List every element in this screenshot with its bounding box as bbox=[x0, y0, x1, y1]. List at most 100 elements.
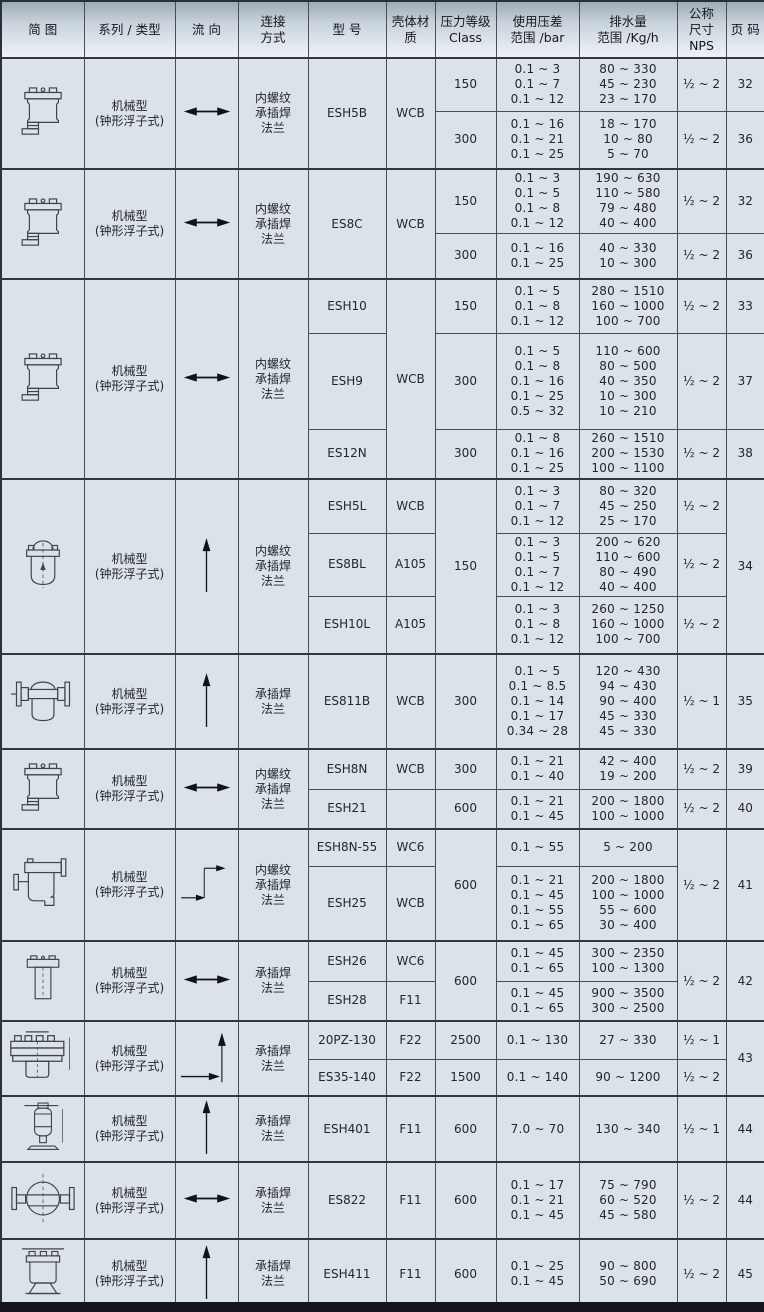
cell-nps: ½ ~ 2 bbox=[676, 532, 727, 597]
table-row: ESH10L A105 0.1 ~ 3 0.1 ~ 8 0.1 ~ 12 260 ~ … bbox=[1, 595, 764, 655]
cell-class: 600 bbox=[434, 1161, 497, 1240]
flow-arrow-horizontal-icon bbox=[181, 216, 233, 229]
cell-material: WCB bbox=[385, 168, 436, 280]
cell-dp: 0.1 ~ 5 0.1 ~ 8 0.1 ~ 16 0.1 ~ 25 0.5 ~ … bbox=[495, 332, 580, 430]
cell-model: ESH8N-55 bbox=[307, 828, 387, 867]
cell-material: WCB bbox=[385, 57, 436, 170]
table-row: 机械型 (钟形浮子式) 承插焊 法兰 ES811B WCB 300 0.1 ~ 5 0.1… bbox=[0, 653, 764, 750]
cell-flow bbox=[174, 653, 239, 750]
cell-material: F11 bbox=[385, 980, 436, 1022]
cell-drain: 5 ~ 200 bbox=[578, 828, 678, 867]
cell-model: ESH21 bbox=[307, 788, 387, 830]
cell-model: ES811B bbox=[307, 653, 387, 750]
flow-arrow-step-icon bbox=[179, 859, 235, 907]
cell-model: ESH26 bbox=[307, 940, 387, 982]
table-row: 机械型 (钟形浮子式) 内螺纹 承插焊 法兰 ESH8N WCB 300 0.1 ~ 21… bbox=[0, 748, 764, 830]
cell-page: 41 bbox=[725, 828, 764, 942]
cell-series: 机械型 (钟形浮子式) bbox=[83, 478, 176, 655]
flared-base-trap-icon bbox=[15, 1245, 71, 1300]
cell-dp: 0.1 ~ 17 0.1 ~ 21 0.1 ~ 45 bbox=[495, 1161, 580, 1240]
cell-page: 34 bbox=[725, 478, 764, 655]
flow-arrow-horizontal-icon bbox=[181, 371, 233, 384]
flow-arrow-horizontal-icon bbox=[181, 105, 233, 118]
cell-diagram bbox=[0, 653, 85, 750]
cell-nps: ½ ~ 2 bbox=[676, 110, 727, 170]
cell-diagram bbox=[0, 1095, 85, 1163]
flow-arrow-horizontal-icon bbox=[181, 973, 233, 986]
cell-page: 38 bbox=[725, 428, 764, 480]
cell-class: 600 bbox=[434, 1095, 497, 1163]
cell-material: F22 bbox=[385, 1058, 436, 1097]
flow-arrow-horizontal-icon bbox=[181, 1192, 233, 1205]
cell-nps: ½ ~ 2 bbox=[676, 278, 727, 334]
cell-connection: 承插焊 法兰 bbox=[237, 1095, 309, 1163]
cell-model: ESH411 bbox=[307, 1238, 387, 1310]
table-row: 机械型 (钟形浮子式) 承插焊 法兰 ESH401 F11 600 7.0 ~ 70 130… bbox=[0, 1095, 764, 1163]
cell-drain: 90 ~ 1200 bbox=[578, 1058, 678, 1097]
cell-material: F22 bbox=[385, 1020, 436, 1060]
cell-dp: 0.1 ~ 3 0.1 ~ 8 0.1 ~ 12 bbox=[495, 595, 580, 655]
column-header-material: 壳体材 质 bbox=[385, 0, 436, 59]
table-row: 300 0.1 ~ 16 0.1 ~ 21 0.1 ~ 25 18 ~ 170 10… bbox=[1, 110, 764, 170]
cell-connection: 内螺纹 承插焊 法兰 bbox=[237, 748, 309, 830]
cell-material bbox=[385, 788, 436, 830]
cell-material: F11 bbox=[385, 1161, 436, 1240]
cell-diagram bbox=[0, 940, 85, 1022]
table-row: 300 0.1 ~ 16 0.1 ~ 25 40 ~ 330 10 ~ 300 ½ ~… bbox=[1, 232, 764, 280]
cell-series: 机械型 (钟形浮子式) bbox=[83, 1095, 176, 1163]
cell-class: 150 bbox=[434, 168, 497, 234]
column-header-connection: 连接 方式 bbox=[237, 0, 309, 59]
column-header-nps: 公称 尺寸 NPS bbox=[676, 0, 727, 59]
cell-flow bbox=[174, 168, 239, 280]
column-header-series: 系列 / 类型 bbox=[83, 0, 176, 59]
cell-drain: 200 ~ 620 110 ~ 600 80 ~ 490 40 ~ 400 bbox=[578, 532, 678, 597]
table-row: ESH25 WCB 0.1 ~ 21 0.1 ~ 45 0.1 ~ 55 0.1 ~… bbox=[1, 865, 764, 942]
cell-drain: 190 ~ 630 110 ~ 580 79 ~ 480 40 ~ 400 bbox=[578, 168, 678, 234]
cell-nps: ½ ~ 2 bbox=[676, 232, 727, 280]
column-header-class: 压力等级 Class bbox=[434, 0, 497, 59]
cell-drain: 80 ~ 320 45 ~ 250 25 ~ 170 bbox=[578, 478, 678, 534]
cell-diagram bbox=[0, 1161, 85, 1240]
cell-class: 2500 bbox=[434, 1020, 497, 1060]
cell-page: 44 bbox=[725, 1161, 764, 1240]
cell-dp: 0.1 ~ 45 0.1 ~ 65 bbox=[495, 980, 580, 1022]
cell-model: ES8BL bbox=[307, 532, 387, 597]
cell-diagram bbox=[0, 57, 85, 170]
cell-page: 42 bbox=[725, 940, 764, 1022]
cell-dp: 0.1 ~ 5 0.1 ~ 8.5 0.1 ~ 14 0.1 ~ 17 0.34… bbox=[495, 653, 580, 750]
cell-page: 43 bbox=[725, 1020, 764, 1097]
table-row: ESH28 F11 0.1 ~ 45 0.1 ~ 65 900 ~ 3500 300 … bbox=[1, 980, 764, 1022]
flow-arrow-up-icon bbox=[200, 1243, 213, 1301]
cell-material: WCB bbox=[385, 653, 436, 750]
cell-nps: ½ ~ 2 bbox=[676, 788, 727, 830]
cell-connection: 内螺纹 承插焊 法兰 bbox=[237, 168, 309, 280]
cell-dp: 0.1 ~ 55 bbox=[495, 828, 580, 867]
cell-diagram bbox=[0, 748, 85, 830]
table-row: 机械型 (钟形浮子式) 承插焊 法兰 ES822 F11 600 0.1 ~ 17 0.1… bbox=[0, 1161, 764, 1240]
cell-page: 40 bbox=[725, 788, 764, 830]
cell-drain: 80 ~ 330 45 ~ 230 23 ~ 170 bbox=[578, 57, 678, 112]
cell-nps: ½ ~ 2 bbox=[676, 828, 727, 942]
cell-series: 机械型 (钟形浮子式) bbox=[83, 1161, 176, 1240]
cell-diagram bbox=[0, 478, 85, 655]
cell-connection: 内螺纹 承插焊 法兰 bbox=[237, 478, 309, 655]
offset-trap-icon bbox=[12, 857, 74, 910]
cell-flow bbox=[174, 57, 239, 170]
cell-series: 机械型 (钟形浮子式) bbox=[83, 278, 176, 480]
cell-nps: ½ ~ 2 bbox=[676, 428, 727, 480]
header-row: 简 图系列 / 类型流 向连接 方式型 号壳体材 质压力等级 Class 使用压差… bbox=[0, 0, 764, 59]
cell-drain: 40 ~ 330 10 ~ 300 bbox=[578, 232, 678, 280]
cell-class: 300 bbox=[434, 232, 497, 280]
cell-page: 32 bbox=[725, 57, 764, 112]
cell-drain: 120 ~ 430 94 ~ 430 90 ~ 400 45 ~ 330 45 … bbox=[578, 653, 678, 750]
cell-diagram bbox=[0, 1020, 85, 1097]
spherical-trap-icon bbox=[10, 1172, 76, 1225]
column-header-flow: 流 向 bbox=[174, 0, 239, 59]
cell-nps: ½ ~ 1 bbox=[676, 653, 727, 750]
cell-flow bbox=[174, 278, 239, 480]
cell-model: ESH28 bbox=[307, 980, 387, 1022]
cell-page: 33 bbox=[725, 278, 764, 334]
table-body: 机械型 (钟形浮子式) 内螺纹 承插焊 法兰 ESH5B WCB 150 0.1 ~ 3 … bbox=[0, 57, 764, 1310]
table-row: 机械型 (钟形浮子式) 内螺纹 承插焊 法兰 ESH5L WCB 150 0.1 ~ 3 … bbox=[0, 478, 764, 655]
